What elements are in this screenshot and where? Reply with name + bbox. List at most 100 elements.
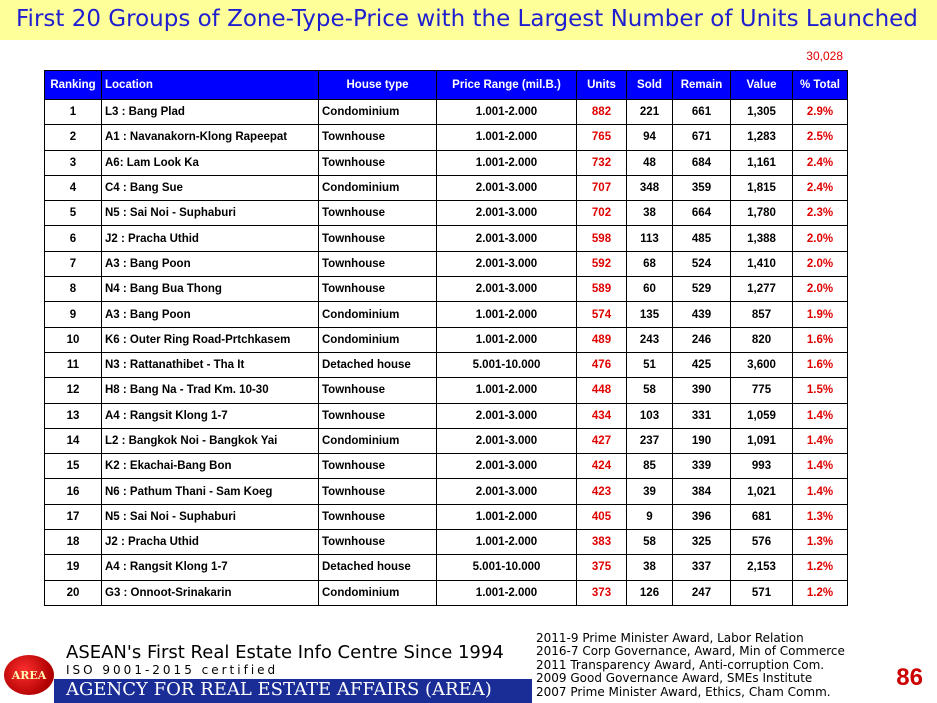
table-row: 8 N4 : Bang Bua Thong Townhouse 2.001-3.000… xyxy=(44,276,848,303)
cell-house-type: Condominium xyxy=(318,301,437,328)
cell-value: 1,091 xyxy=(730,427,793,455)
cell-price-range: 2.001-3.000 xyxy=(436,427,577,455)
cell-location: N5 : Sai Noi - Suphaburi xyxy=(101,503,319,531)
cell-value: 775 xyxy=(730,377,793,404)
award-item: 2016-7 Corp Governance, Award, Min of Co… xyxy=(536,644,845,659)
cell-price-range: 2.001-3.000 xyxy=(436,478,577,505)
cell-percent-total: 1.4% xyxy=(792,453,848,480)
cell-house-type: Townhouse xyxy=(318,124,437,151)
cell-percent-total: 2.0% xyxy=(792,225,848,252)
header-house-type: House type xyxy=(318,70,437,100)
cell-price-range: 5.001-10.000 xyxy=(436,554,577,581)
cell-percent-total: 1.5% xyxy=(792,377,848,404)
cell-ranking: 17 xyxy=(44,503,102,531)
cell-value: 993 xyxy=(730,453,793,480)
cell-location: A3 : Bang Poon xyxy=(101,250,319,278)
header-units: Units xyxy=(576,70,627,100)
table-row: 19 A4 : Rangsit Klong 1-7 Detached house 5.… xyxy=(44,554,848,581)
cell-sold: 38 xyxy=(626,200,673,227)
cell-percent-total: 1.6% xyxy=(792,326,848,353)
cell-ranking: 3 xyxy=(44,149,102,176)
cell-units: 476 xyxy=(576,351,627,379)
cell-remain: 684 xyxy=(672,149,731,176)
cell-price-range: 2.001-3.000 xyxy=(436,200,577,227)
header-price-range: Price Range (mil.B.) xyxy=(436,70,577,100)
cell-sold: 221 xyxy=(626,98,673,126)
cell-location: K6 : Outer Ring Road-Prtchkasem xyxy=(101,326,319,353)
table-row: 12 H8 : Bang Na - Trad Km. 10-30 Townhouse… xyxy=(44,377,848,404)
units-table: Ranking Location House type Price Range … xyxy=(44,70,848,606)
cell-ranking: 7 xyxy=(44,250,102,278)
award-item: 2009 Good Governance Award, SMEs Institu… xyxy=(536,671,813,686)
cell-percent-total: 1.4% xyxy=(792,402,848,429)
cell-house-type: Condominium xyxy=(318,174,437,202)
cell-house-type: Townhouse xyxy=(318,529,437,556)
cell-ranking: 12 xyxy=(44,377,102,404)
cell-location: J2 : Pracha Uthid xyxy=(101,225,319,252)
table-row: 4 C4 : Bang Sue Condominium 2.001-3.000 707 3… xyxy=(44,174,848,202)
cell-house-type: Condominium xyxy=(318,326,437,353)
cell-ranking: 1 xyxy=(44,98,102,126)
grand-total-units: 30,028 xyxy=(806,49,843,63)
cell-location: L3 : Bang Plad xyxy=(101,98,319,126)
cell-remain: 339 xyxy=(672,453,731,480)
cell-price-range: 5.001-10.000 xyxy=(436,351,577,379)
cell-percent-total: 1.3% xyxy=(792,503,848,531)
cell-house-type: Townhouse xyxy=(318,503,437,531)
cell-units: 574 xyxy=(576,301,627,328)
cell-remain: 664 xyxy=(672,200,731,227)
table-row: 1 L3 : Bang Plad Condominium 1.001-2.000 882… xyxy=(44,98,848,126)
cell-value: 1,161 xyxy=(730,149,793,176)
table-row: 10 K6 : Outer Ring Road-Prtchkasem Condomi… xyxy=(44,326,848,353)
cell-units: 424 xyxy=(576,453,627,480)
cell-value: 576 xyxy=(730,529,793,556)
table-row: 5 N5 : Sai Noi - Suphaburi Townhouse 2.001-… xyxy=(44,200,848,227)
cell-price-range: 1.001-2.000 xyxy=(436,377,577,404)
cell-percent-total: 1.4% xyxy=(792,427,848,455)
header-remain: Remain xyxy=(672,70,731,100)
header-value: Value xyxy=(730,70,793,100)
cell-house-type: Townhouse xyxy=(318,377,437,404)
cell-sold: 60 xyxy=(626,276,673,303)
cell-sold: 58 xyxy=(626,377,673,404)
cell-percent-total: 1.9% xyxy=(792,301,848,328)
table-row: 13 A4 : Rangsit Klong 1-7 Townhouse 2.001-3… xyxy=(44,402,848,429)
cell-percent-total: 2.4% xyxy=(792,174,848,202)
header-sold: Sold xyxy=(626,70,673,100)
cell-ranking: 18 xyxy=(44,529,102,556)
cell-ranking: 5 xyxy=(44,200,102,227)
cell-price-range: 2.001-3.000 xyxy=(436,402,577,429)
cell-ranking: 9 xyxy=(44,301,102,328)
cell-value: 1,305 xyxy=(730,98,793,126)
cell-location: J2 : Pracha Uthid xyxy=(101,529,319,556)
cell-value: 1,780 xyxy=(730,200,793,227)
cell-units: 373 xyxy=(576,579,627,606)
cell-remain: 661 xyxy=(672,98,731,126)
footer-iso-certification: ISO 9001-2015 certified xyxy=(66,663,279,677)
cell-price-range: 1.001-2.000 xyxy=(436,124,577,151)
cell-location: C4 : Bang Sue xyxy=(101,174,319,202)
table-row: 9 A3 : Bang Poon Condominium 1.001-2.000 574… xyxy=(44,301,848,328)
award-item: 2011-9 Prime Minister Award, Labor Relat… xyxy=(536,631,804,645)
cell-location: A1 : Navanakorn-Klong Rapeepat xyxy=(101,124,319,151)
cell-percent-total: 2.4% xyxy=(792,149,848,176)
cell-value: 681 xyxy=(730,503,793,531)
cell-value: 2,153 xyxy=(730,554,793,581)
cell-price-range: 1.001-2.000 xyxy=(436,503,577,531)
footer-band xyxy=(54,679,532,703)
table-row: 2 A1 : Navanakorn-Klong Rapeepat Townhouse… xyxy=(44,124,848,151)
cell-location: A6: Lam Look Ka xyxy=(101,149,319,176)
cell-sold: 348 xyxy=(626,174,673,202)
cell-location: G3 : Onnoot-Srinakarin xyxy=(101,579,319,606)
page-number: 86 xyxy=(896,664,923,691)
cell-house-type: Townhouse xyxy=(318,402,437,429)
cell-units: 423 xyxy=(576,478,627,505)
cell-sold: 38 xyxy=(626,554,673,581)
cell-location: N6 : Pathum Thani - Sam Koeg xyxy=(101,478,319,505)
cell-percent-total: 2.0% xyxy=(792,250,848,278)
award-item: 2011 Transparency Award, Anti-corruption… xyxy=(536,657,825,672)
cell-price-range: 1.001-2.000 xyxy=(436,326,577,353)
award-item: 2007 Prime Minister Award, Ethics, Cham … xyxy=(536,684,831,699)
table-row: 15 K2 : Ekachai-Bang Bon Townhouse 2.001-3.… xyxy=(44,453,848,480)
cell-units: 598 xyxy=(576,225,627,252)
